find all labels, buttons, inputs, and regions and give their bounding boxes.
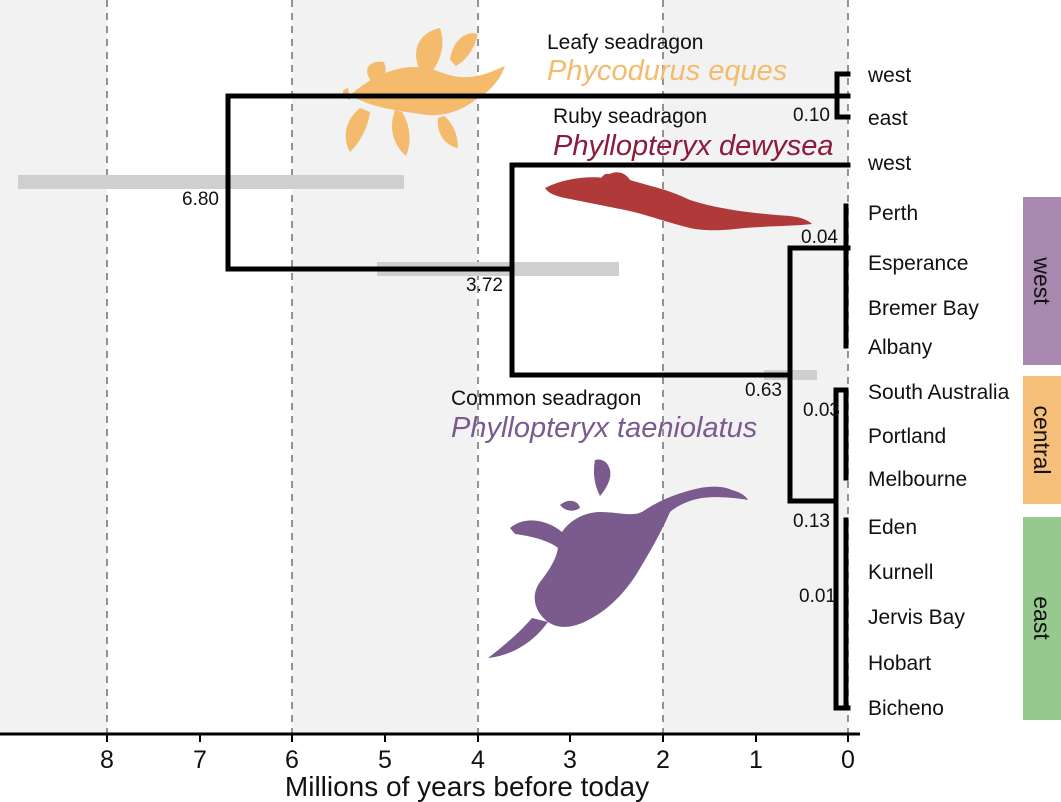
node-label: 0.13	[793, 511, 830, 532]
stripe	[0, 0, 107, 733]
node-label: 6.80	[182, 189, 219, 210]
node-label: 0.01	[799, 586, 836, 607]
species-common-name: Leafy seadragon	[547, 31, 703, 54]
tip-label: South Australia	[868, 381, 1010, 404]
branch-0-13	[833, 387, 851, 711]
x-tick-label: 5	[378, 746, 392, 774]
leafy-clade	[834, 71, 851, 99]
tip-label: Kurnell	[868, 561, 933, 584]
x-tick-label: 2	[656, 746, 670, 774]
grid-lines	[106, 0, 849, 733]
tip-label: Melbourne	[868, 468, 967, 491]
x-tick-label: 8	[100, 746, 114, 774]
species-common-name: Ruby seadragon	[553, 105, 707, 128]
ruby-seadragon-silhouette	[545, 172, 812, 231]
region-band-central	[1023, 376, 1061, 504]
species-scientific-name: Phycodurus eques	[547, 55, 787, 87]
common-seadragon-silhouette	[488, 459, 748, 658]
x-axis: 8 7 6 5 4 3 2 1 0 Millions of years befo…	[0, 732, 860, 802]
phylogenetic-tree	[225, 71, 851, 711]
species-scientific-name: Phyllopteryx dewysea	[553, 130, 833, 162]
region-bands: west central east	[1023, 197, 1061, 720]
node-label: 0.04	[801, 227, 838, 248]
x-tick-label: 1	[749, 746, 763, 774]
tip-label: Hobart	[868, 652, 931, 675]
tip-label: Esperance	[868, 252, 968, 275]
x-tick-label: 0	[841, 746, 855, 774]
tip-label: Albany	[868, 336, 933, 359]
root-branch	[225, 93, 851, 272]
x-tick-label: 4	[471, 746, 485, 774]
tip-label: west	[867, 152, 911, 175]
tip-label: Bremer Bay	[868, 297, 979, 320]
region-band-label: west	[1029, 256, 1055, 305]
region-band-label: east	[1029, 596, 1055, 640]
tip-label: Bicheno	[868, 697, 944, 720]
branch-3-72	[509, 162, 851, 378]
tip-label: Jervis Bay	[868, 606, 965, 629]
species-common-name: Common seadragon	[451, 387, 641, 410]
species-scientific-name: Phyllopteryx taeniolatus	[451, 412, 757, 444]
node-label: 3.72	[466, 275, 503, 296]
node-label: 0.03	[803, 400, 840, 421]
x-tick-label: 3	[563, 746, 577, 774]
region-band-label: central	[1029, 405, 1055, 474]
tip-label: Eden	[868, 516, 917, 539]
tip-label: west	[867, 64, 911, 87]
species-annotations: Leafy seadragon Phycodurus eques Ruby se…	[451, 31, 833, 444]
leafy-seadragon-silhouette	[342, 28, 505, 156]
node-label: 0.10	[793, 105, 830, 126]
x-tick-label: 6	[285, 746, 299, 774]
node-label: 0.63	[745, 380, 782, 401]
tip-label: east	[868, 107, 908, 130]
tip-labels: west east west Perth Esperance Bremer Ba…	[867, 64, 1010, 720]
node-labels: 6.80 3.72 0.10 0.63 0.04 0.13 0.03 0.01	[182, 105, 840, 607]
branch-0-63	[787, 245, 851, 504]
tip-label: Portland	[868, 425, 946, 448]
stripe	[663, 0, 848, 733]
region-band-east	[1023, 517, 1061, 720]
x-axis-label: Millions of years before today	[285, 771, 649, 802]
region-band-west	[1023, 197, 1061, 365]
x-tick-label: 7	[193, 746, 207, 774]
tip-label: Perth	[868, 202, 918, 225]
